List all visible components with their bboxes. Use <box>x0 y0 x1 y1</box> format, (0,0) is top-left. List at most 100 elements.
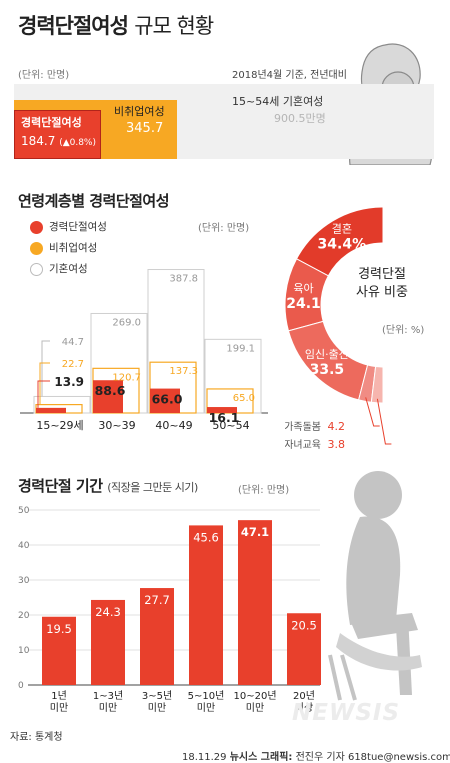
age-category-label-0: 15~29세 <box>36 419 83 432</box>
bar-career-break-3 <box>207 407 237 413</box>
newsis-watermark: NEWSIS <box>292 700 401 726</box>
non-employed-value: 345.7 <box>126 121 164 136</box>
label-non-employed-0: 22.7 <box>62 359 84 370</box>
career-break-label: 경력단절여성 <box>21 116 82 129</box>
duration-category-5-line-0: 20년 <box>293 690 315 702</box>
age-group-chart: 44.7 22.7 13.9 15~29세 269.0 120.788.6 30~39 387… <box>20 269 268 432</box>
summary-basis: 2018년4월 기준, 전년대비 <box>232 70 347 81</box>
duration-title-main: 경력단절 기간 <box>18 477 103 495</box>
reason-center-title: 경력단절 사유 비중 <box>342 266 422 302</box>
career-break-change: (▲0.8%) <box>59 138 96 148</box>
title-bold: 경력단절여성 <box>18 14 129 38</box>
credit-date: 18.11.29 <box>182 752 227 763</box>
bar-career-break-0 <box>36 407 66 413</box>
legend-label-married: 기혼여성 <box>49 263 88 275</box>
married-women-value: 900.5만명 <box>274 112 326 125</box>
career-break-value: 184.7 <box>21 134 56 148</box>
duration-category-4-line-1: 미만 <box>246 702 264 714</box>
y-tick-4: 40 <box>18 541 30 551</box>
label-non-employed-1: 120.7 <box>112 372 141 383</box>
label-married-1: 269.0 <box>112 317 141 328</box>
seated-woman-illustration <box>328 471 422 701</box>
duration-bar-1 <box>91 599 125 685</box>
age-category-label-2: 40~49 <box>155 419 192 432</box>
bar-career-break-1 <box>93 380 123 413</box>
donut-category-0: 결혼 <box>332 222 352 235</box>
donut-value-0: 34.4% <box>318 236 367 252</box>
page-title: 경력단절여성 규모 현황 <box>18 10 214 40</box>
legend-label-non-employed: 비취업여성 <box>49 242 98 254</box>
duration-value-2: 27.7 <box>144 593 170 607</box>
non-employed-label: 비취업여성 <box>114 105 165 118</box>
y-tick-3: 30 <box>18 576 30 586</box>
duration-bar-3 <box>189 525 223 685</box>
duration-value-1: 24.3 <box>95 605 121 619</box>
label-non-employed-2: 137.3 <box>169 366 198 377</box>
duration-category-3-line-0: 5~10년 <box>188 690 225 702</box>
donut-leader-4 <box>376 398 392 445</box>
duration-category-0-line-0: 1년 <box>51 690 67 702</box>
legend-item-career-break: 경력단절여성 <box>30 217 107 238</box>
duration-value-3: 45.6 <box>193 530 219 544</box>
summary-unit: (단위: 만명) <box>18 70 70 81</box>
leader-married-0 <box>41 340 50 397</box>
reason-unit: (단위: %) <box>382 325 425 336</box>
legend-dot-career-break <box>30 220 43 234</box>
credit-org: 뉴시스 그래픽: <box>229 752 293 763</box>
duration-category-1-line-0: 1~3년 <box>93 690 123 702</box>
duration-category-4-line-0: 10~20년 <box>233 690 276 702</box>
donut-slice-4 <box>370 366 384 404</box>
career-break-box <box>14 110 101 159</box>
age-section-unit: (단위: 만명) <box>198 223 250 234</box>
label-married-0: 44.7 <box>62 337 84 348</box>
label-married-2: 387.8 <box>169 274 198 285</box>
legend-label-career-break: 경력단절여성 <box>49 221 107 233</box>
duration-category-5-line-1: 이상 <box>295 702 313 714</box>
credit-author: 전진우 기자 618tue@newsis.com <box>295 752 450 763</box>
duration-value-4: 47.1 <box>241 525 269 539</box>
reason-title-line2: 사유 비중 <box>356 285 408 300</box>
married-women-label: 15~54세 기혼여성 <box>232 95 324 108</box>
legend-item-married: 기혼여성 <box>30 259 107 280</box>
duration-bar-0 <box>42 616 76 685</box>
donut-category-4: 자녀교육 <box>285 439 321 450</box>
age-legend: 경력단절여성 비취업여성 기혼여성 <box>30 217 107 280</box>
age-category-label-1: 30~39 <box>98 419 135 432</box>
legend-item-non-employed: 비취업여성 <box>30 238 107 259</box>
donut-category-3: 가족돌봄 <box>285 421 321 433</box>
donut-value-4: 3.8 <box>328 438 346 450</box>
label-career-break-3: 16.1 <box>209 410 240 425</box>
donut-value-2: 33.5 <box>310 362 345 378</box>
reason-title-line1: 경력단절 <box>358 267 406 282</box>
duration-category-2-line-0: 3~5년 <box>142 690 172 702</box>
duration-category-2-line-1: 미만 <box>148 702 166 714</box>
duration-category-3-line-1: 미만 <box>197 702 215 714</box>
source-label: 자료: 통계청 <box>10 732 63 743</box>
label-career-break-2: 66.0 <box>152 392 183 407</box>
duration-category-1-line-1: 미만 <box>99 702 117 714</box>
y-tick-0: 0 <box>18 681 24 691</box>
y-tick-2: 20 <box>18 611 30 621</box>
title-light: 규모 현황 <box>134 14 214 38</box>
donut-leader-3 <box>365 397 380 427</box>
donut-category-1: 육아 <box>293 282 313 295</box>
y-tick-1: 10 <box>18 646 30 656</box>
bar-career-break-2 <box>150 388 180 413</box>
career-break-value-row: 184.7 (▲0.8%) <box>21 134 96 148</box>
duration-value-0: 19.5 <box>46 622 72 636</box>
leader-non-employed-0 <box>39 362 50 405</box>
duration-bar-5 <box>287 613 321 685</box>
legend-dot-married <box>30 262 43 276</box>
duration-bar-4 <box>238 520 272 685</box>
credit-line: 18.11.29 뉴시스 그래픽: 전진우 기자 618tue@newsis.c… <box>182 748 450 763</box>
donut-value-3: 4.2 <box>328 420 346 433</box>
age-category-label-3: 50~54 <box>212 419 249 432</box>
duration-category-0-line-1: 미만 <box>50 702 68 714</box>
donut-value-1: 24.1 <box>286 296 321 312</box>
duration-value-5: 20.5 <box>291 618 317 632</box>
label-married-3: 199.1 <box>226 343 255 354</box>
duration-bar-2 <box>140 588 174 685</box>
duration-unit: (단위: 만명) <box>238 485 290 496</box>
